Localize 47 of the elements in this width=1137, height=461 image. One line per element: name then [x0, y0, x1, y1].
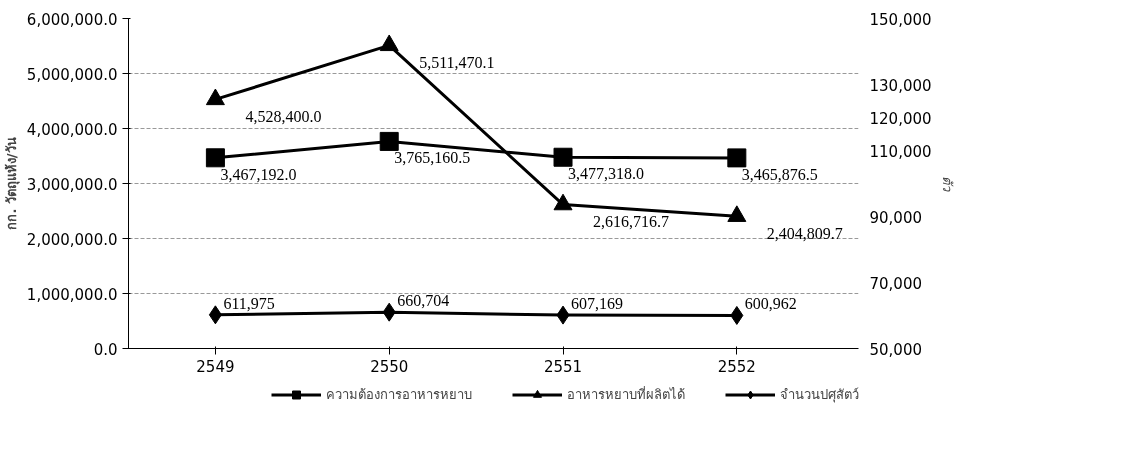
point: [379, 34, 399, 52]
point: [727, 148, 747, 168]
data-label: 4,528,400.0: [245, 107, 322, 125]
y-tick-label: 3,000,000.0: [26, 175, 118, 194]
y-tick-label: 5,000,000.0: [26, 65, 118, 84]
data-label: 3,465,876.5: [741, 165, 818, 183]
data-label: 600,962: [744, 295, 797, 313]
point: [727, 205, 747, 222]
data-label: 2,616,716.7: [593, 213, 670, 231]
point: [556, 305, 570, 325]
data-label: 3,467,192.0: [220, 165, 297, 183]
y-tick-label: 0.0: [93, 340, 118, 359]
legend-label: ความต้องการอาหารหยาบ: [325, 385, 472, 404]
point: [730, 305, 744, 325]
y2-tick-label: 70,000: [869, 274, 922, 293]
x-tick-label: 2549: [196, 357, 235, 376]
data-label: 3,477,318.0: [568, 165, 645, 183]
data-label: 5,511,470.1: [419, 53, 495, 71]
point: [205, 148, 225, 168]
data-label: 660,704: [397, 292, 450, 310]
data-label: 611,975: [223, 294, 275, 312]
y-tick-label: 4,000,000.0: [26, 120, 118, 139]
data-label: 2,404,809.7: [766, 224, 843, 242]
y2-tick-label: 130,000: [869, 76, 932, 95]
y2-tick-label: 110,000: [869, 142, 932, 161]
legend-label: จำนวนปศุสัตว์: [779, 385, 859, 405]
y2-axis-title: ตัว: [939, 176, 955, 192]
point: [382, 302, 396, 322]
point: [553, 147, 573, 167]
y-axis-title: กก. วัตถุแห้ง/วัน: [3, 137, 20, 230]
y2-tick-label: 90,000: [869, 208, 922, 227]
data-label: 607,169: [571, 295, 624, 313]
point: [208, 305, 222, 325]
y2-tick-label: 120,000: [869, 109, 932, 128]
x-tick-label: 2552: [717, 357, 756, 376]
data-label: 3,765,160.5: [394, 149, 471, 167]
x-tick-label: 2550: [370, 357, 409, 376]
point: [379, 131, 399, 151]
y-tick-label: 1,000,000.0: [26, 285, 118, 304]
legend-label: อาหารหยาบที่ผลิตได้: [566, 385, 685, 404]
y-tick-label: 2,000,000.0: [26, 230, 118, 249]
y2-tick-label: 50,000: [869, 340, 922, 359]
y2-tick-label: 150,000: [869, 10, 932, 29]
point: [205, 88, 225, 106]
x-tick-label: 2551: [543, 357, 583, 376]
point: [553, 193, 573, 211]
y-tick-label: 6,000,000.0: [26, 10, 118, 29]
